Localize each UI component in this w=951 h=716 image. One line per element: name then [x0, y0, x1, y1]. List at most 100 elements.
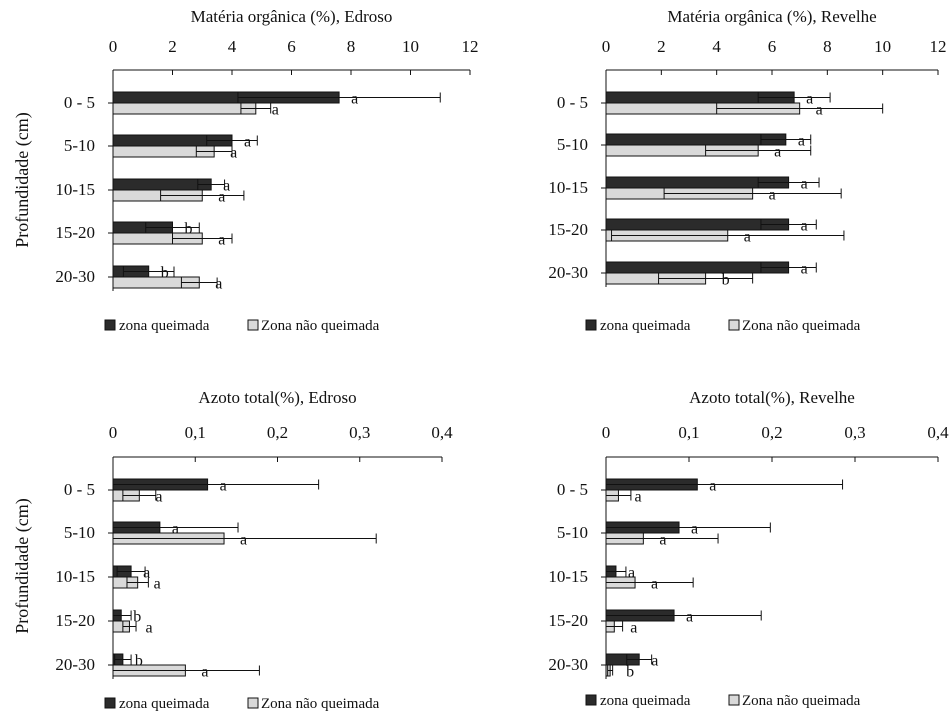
significance-letter: b	[135, 653, 143, 670]
significance-letter: b	[185, 221, 193, 238]
y-tick-label: 20-30	[548, 655, 588, 674]
significance-letter: a	[218, 232, 225, 249]
x-tick-label: 0,4	[927, 423, 949, 442]
legend-swatch-unburned	[728, 694, 740, 706]
legend-label-burned: zona queimada	[119, 696, 210, 712]
chart-title: Matéria orgânica (%), Edroso	[191, 7, 393, 26]
y-tick-label: 20-30	[55, 267, 95, 286]
chart-panel-2: Matéria orgânica (%), Revelhe 0 2 4 6 8 10 12 0 …	[548, 7, 946, 334]
legend-label-unburned: Zona não queimada	[742, 693, 861, 709]
significance-letter: a	[651, 653, 658, 670]
legend-label-burned: zona queimada	[600, 318, 691, 334]
x-tick-label: 2	[657, 37, 666, 56]
significance-letter: a	[220, 478, 227, 495]
significance-letter: a	[798, 133, 805, 150]
legend: zona queimada Zona não queimada	[585, 318, 861, 334]
significance-letter: a	[172, 521, 179, 538]
bar-burned	[605, 133, 787, 146]
significance-letter: a	[774, 144, 781, 161]
legend-swatch-burned	[104, 319, 116, 331]
x-tick-label: 0,2	[761, 423, 782, 442]
y-tick-label: 10-15	[548, 178, 588, 197]
x-tick-label: 8	[823, 37, 832, 56]
y-tick-label: 5-10	[64, 136, 95, 155]
x-tick-label: 12	[462, 37, 479, 56]
legend-swatch-unburned	[247, 319, 259, 331]
significance-letter: b	[722, 272, 730, 289]
x-tick-label: 6	[768, 37, 777, 56]
significance-letter: a	[801, 218, 808, 235]
y-tick-label: 15-20	[548, 220, 588, 239]
y-tick-label: 20-30	[548, 263, 588, 282]
significance-letter: a	[230, 145, 237, 162]
y-tick-label: 5-10	[64, 523, 95, 542]
chart-panel-3: Azoto total(%), Edroso 0 0,1 0,2 0,3 0,4 0 - 5…	[12, 388, 453, 712]
y-tick-label: 0 - 5	[64, 93, 95, 112]
x-tick-label: 4	[228, 37, 237, 56]
significance-letter: a	[218, 189, 225, 206]
x-tick-label: 0,1	[678, 423, 699, 442]
significance-letter: a	[709, 478, 716, 495]
y-tick-label: 10-15	[548, 567, 588, 586]
significance-letter: a	[801, 176, 808, 193]
significance-letter: a	[744, 229, 751, 246]
significance-letter: a	[143, 565, 150, 582]
y-tick-label: 20-30	[55, 655, 95, 674]
x-tick-label: 0	[109, 423, 118, 442]
y-tick-label: 15-20	[55, 611, 95, 630]
legend-swatch-unburned	[247, 697, 259, 709]
significance-letter: a	[806, 91, 813, 108]
chart-panel-4: Azoto total(%), Revelhe 0 0,1 0,2 0,3 0,4 0 - …	[548, 388, 949, 709]
significance-letter: a	[240, 532, 247, 549]
significance-letter: a	[651, 576, 658, 593]
chart-panel-1: Matéria orgânica (%), Edroso 0 2 4 6 8 10 12 0 -…	[12, 7, 479, 334]
y-axis-label: Profundidade (cm)	[12, 112, 33, 247]
x-tick-label: 2	[168, 37, 177, 56]
bar-unburned	[112, 102, 257, 115]
x-tick-label: 0,3	[844, 423, 865, 442]
significance-letter: a	[215, 276, 222, 293]
significance-letter: a	[272, 102, 279, 119]
significance-letter: a	[351, 91, 358, 108]
y-tick-label: 15-20	[55, 223, 95, 242]
significance-letter: a	[686, 609, 693, 626]
y-tick-label: 0 - 5	[557, 480, 588, 499]
legend-swatch-unburned	[728, 319, 740, 331]
legend-label-burned: zona queimada	[119, 318, 210, 334]
significance-letter: a	[769, 187, 776, 204]
x-tick-label: 0,1	[185, 423, 206, 442]
y-tick-label: 10-15	[55, 567, 95, 586]
bar-burned	[112, 178, 212, 191]
chart-title: Azoto total(%), Revelhe	[689, 388, 855, 407]
x-tick-label: 0	[109, 37, 118, 56]
significance-letter: a	[630, 620, 637, 637]
x-tick-label: 8	[347, 37, 356, 56]
significance-letter: a	[223, 178, 230, 195]
significance-letter: a	[801, 261, 808, 278]
significance-letter: b	[133, 609, 141, 626]
x-tick-label: 0,3	[349, 423, 370, 442]
legend-label-unburned: Zona não queimada	[261, 318, 380, 334]
significance-letter: b	[626, 664, 634, 681]
significance-letter: a	[659, 532, 666, 549]
legend-label-unburned: Zona não queimada	[742, 318, 861, 334]
y-tick-label: 0 - 5	[64, 480, 95, 499]
y-axis-label: Profundidade (cm)	[12, 498, 33, 633]
legend: zona queimada Zona não queimada	[104, 318, 380, 334]
significance-letter: a	[154, 576, 161, 593]
x-tick-label: 0	[602, 423, 611, 442]
chart-title: Matéria orgânica (%), Revelhe	[667, 7, 876, 26]
y-tick-label: 15-20	[548, 611, 588, 630]
significance-letter: a	[244, 134, 251, 151]
y-tick-label: 0 - 5	[557, 93, 588, 112]
legend: zona queimada Zona não queimada	[585, 693, 861, 709]
significance-letter: a	[816, 102, 823, 119]
significance-letter: a	[145, 620, 152, 637]
legend: zona queimada Zona não queimada	[104, 696, 380, 712]
significance-letter: a	[634, 489, 641, 506]
x-tick-label: 10	[402, 37, 419, 56]
x-tick-label: 6	[287, 37, 296, 56]
y-tick-label: 5-10	[557, 135, 588, 154]
legend-swatch-burned	[585, 694, 597, 706]
